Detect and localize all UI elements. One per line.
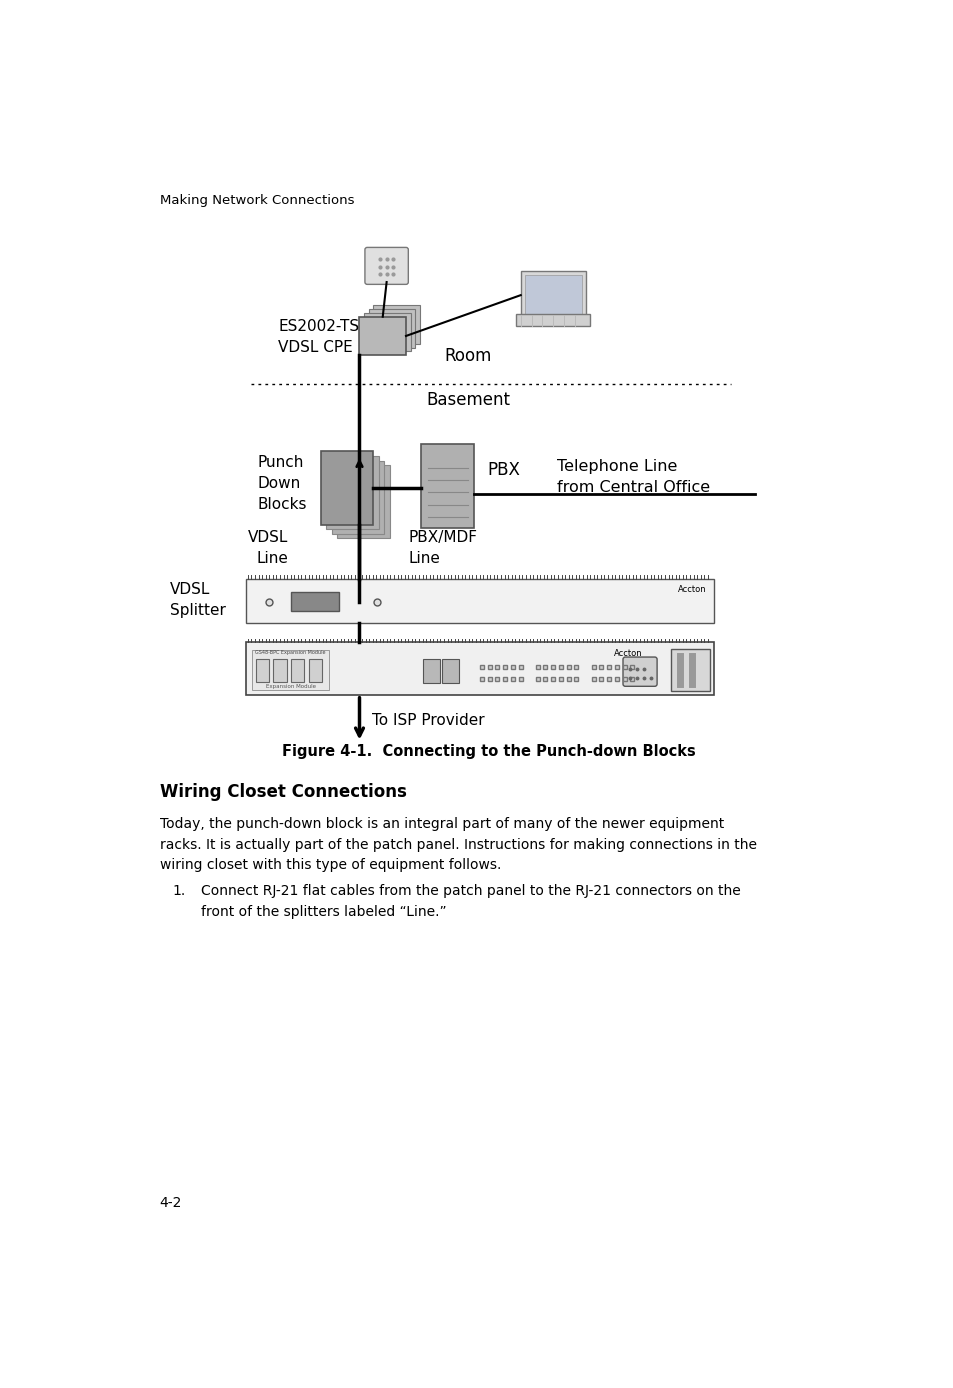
FancyBboxPatch shape: [670, 650, 709, 691]
FancyBboxPatch shape: [245, 643, 714, 695]
FancyBboxPatch shape: [524, 275, 581, 315]
Text: VDSL
Splitter: VDSL Splitter: [170, 583, 225, 619]
Text: Room: Room: [444, 347, 491, 365]
FancyBboxPatch shape: [291, 659, 304, 683]
Text: PBX: PBX: [487, 461, 519, 479]
Text: Telephone Line
from Central Office: Telephone Line from Central Office: [557, 459, 709, 496]
FancyBboxPatch shape: [320, 451, 373, 525]
Text: Accton: Accton: [678, 584, 706, 594]
Text: GS48-BPC Expansion Module: GS48-BPC Expansion Module: [255, 650, 325, 655]
FancyBboxPatch shape: [332, 461, 384, 534]
Text: Today, the punch-down block is an integral part of many of the newer equipment
r: Today, the punch-down block is an integr…: [159, 818, 756, 873]
Text: Punch
Down
Blocks: Punch Down Blocks: [257, 455, 306, 512]
FancyBboxPatch shape: [252, 650, 329, 690]
FancyBboxPatch shape: [359, 316, 406, 355]
FancyBboxPatch shape: [422, 658, 439, 683]
Text: To ISP Provider: To ISP Provider: [372, 713, 484, 729]
Text: Expansion Module: Expansion Module: [265, 684, 315, 688]
FancyBboxPatch shape: [520, 271, 585, 318]
FancyBboxPatch shape: [622, 657, 657, 686]
Text: VDSL
Line: VDSL Line: [248, 530, 288, 566]
FancyBboxPatch shape: [326, 457, 378, 529]
FancyBboxPatch shape: [364, 312, 410, 351]
FancyBboxPatch shape: [369, 310, 415, 347]
Text: PBX/MDF
Line: PBX/MDF Line: [408, 530, 476, 566]
FancyBboxPatch shape: [373, 305, 419, 344]
FancyBboxPatch shape: [365, 247, 408, 285]
Text: 1.: 1.: [172, 884, 185, 898]
Text: Accton: Accton: [613, 648, 641, 658]
Text: Basement: Basement: [426, 391, 510, 409]
FancyBboxPatch shape: [421, 444, 474, 529]
FancyBboxPatch shape: [255, 659, 269, 683]
FancyBboxPatch shape: [309, 659, 322, 683]
FancyBboxPatch shape: [516, 314, 590, 326]
Text: Figure 4-1.  Connecting to the Punch-down Blocks: Figure 4-1. Connecting to the Punch-down…: [282, 744, 695, 759]
Text: ES2002-TS
VDSL CPE: ES2002-TS VDSL CPE: [278, 319, 359, 355]
FancyBboxPatch shape: [441, 658, 458, 683]
Text: Making Network Connections: Making Network Connections: [159, 193, 354, 207]
FancyBboxPatch shape: [274, 659, 286, 683]
FancyBboxPatch shape: [291, 593, 339, 611]
FancyBboxPatch shape: [245, 579, 714, 623]
Text: Wiring Closet Connections: Wiring Closet Connections: [159, 783, 406, 801]
Text: Connect RJ-21 flat cables from the patch panel to the RJ-21 connectors on the
fr: Connect RJ-21 flat cables from the patch…: [200, 884, 740, 919]
Text: 4-2: 4-2: [159, 1196, 182, 1210]
FancyBboxPatch shape: [336, 465, 390, 539]
